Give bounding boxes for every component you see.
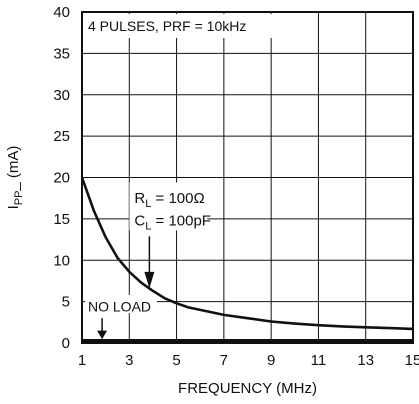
rl-annotation-sub: L: [145, 198, 151, 210]
y-axis-ticks: 0 5 10 15 20 25 30 35 40: [53, 4, 70, 352]
plot-frame: [81, 11, 414, 344]
x-tick-label: 5: [172, 352, 180, 369]
y-tick-label: 15: [53, 211, 70, 228]
condition-label: 4 PULSES, PRF = 10kHz: [88, 18, 246, 34]
y-axis-title-main: I: [5, 205, 22, 209]
cl-annotation-rest: = 100pF: [151, 212, 211, 229]
load-annotation-box: [129, 182, 208, 231]
x-tick-label: 3: [125, 352, 133, 369]
x-tick-label: 9: [267, 352, 275, 369]
y-tick-label: 35: [53, 45, 70, 62]
y-axis-title: IPP_ (mA): [5, 146, 25, 210]
cl-annotation: CL = 100pF: [134, 212, 211, 232]
x-tick-label: 15: [405, 352, 419, 369]
x-tick-label: 11: [311, 352, 327, 369]
series-line: [80, 177, 414, 331]
y-tick-label: 0: [62, 335, 70, 352]
y-tick-label: 20: [53, 170, 70, 187]
cl-annotation-sub: L: [145, 220, 151, 232]
x-tick-label: 1: [78, 352, 86, 369]
chart-grid: [82, 12, 413, 343]
load-annotation-arrow-head: [144, 271, 155, 289]
rl-annotation: RL = 100Ω: [134, 190, 204, 210]
chart-series: [80, 177, 414, 342]
rl-annotation-main: R: [134, 190, 145, 207]
rl-annotation-rest: = 100Ω: [151, 190, 204, 207]
no-load-label-box: [85, 295, 157, 314]
y-axis-title-sub: PP: [13, 191, 25, 206]
x-tick-label: 13: [357, 352, 374, 369]
y-axis-title-rest: _ (mA): [5, 146, 22, 192]
y-tick-label: 5: [62, 294, 70, 311]
y-tick-label: 25: [53, 128, 70, 145]
x-axis-ticks: 1 3 5 7 9 11 13 15: [78, 352, 419, 369]
y-tick-label: 30: [53, 87, 70, 104]
cl-annotation-main: C: [134, 212, 145, 229]
no-load-arrow-head: [97, 330, 108, 340]
y-tick-label: 10: [53, 252, 70, 269]
x-axis-title: FREQUENCY (MHz): [178, 380, 317, 397]
no-load-label: NO LOAD: [88, 299, 151, 315]
x-tick-label: 7: [220, 352, 228, 369]
y-tick-label: 40: [53, 4, 70, 21]
condition-label-box: [84, 14, 284, 38]
